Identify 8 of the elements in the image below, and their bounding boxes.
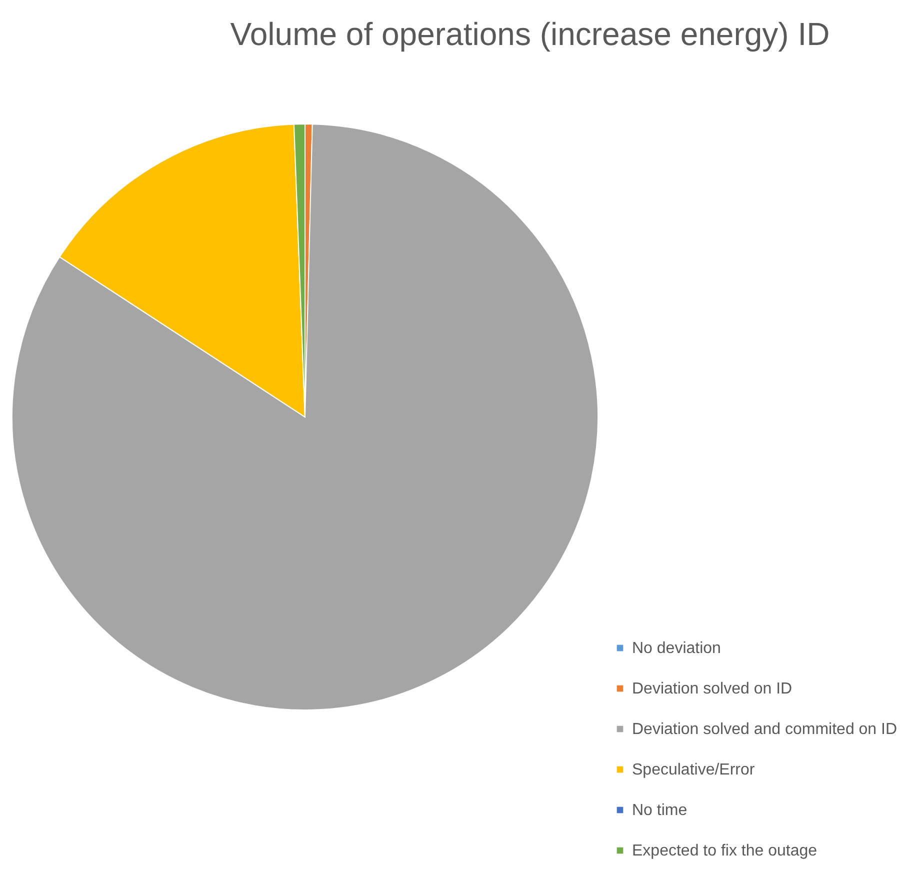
legend-label: Deviation solved on ID <box>632 680 792 698</box>
legend-label: Speculative/Error <box>632 762 756 778</box>
legend-label: No deviation <box>632 640 721 657</box>
pie-slice <box>12 124 598 710</box>
chart-title: Volume of operations (increase energy) ID <box>230 16 830 52</box>
legend-label: Deviation solved and commited on ID <box>632 721 898 738</box>
legend-label: Expected to fix the outage <box>632 842 818 860</box>
legend-label: No time <box>632 802 688 819</box>
